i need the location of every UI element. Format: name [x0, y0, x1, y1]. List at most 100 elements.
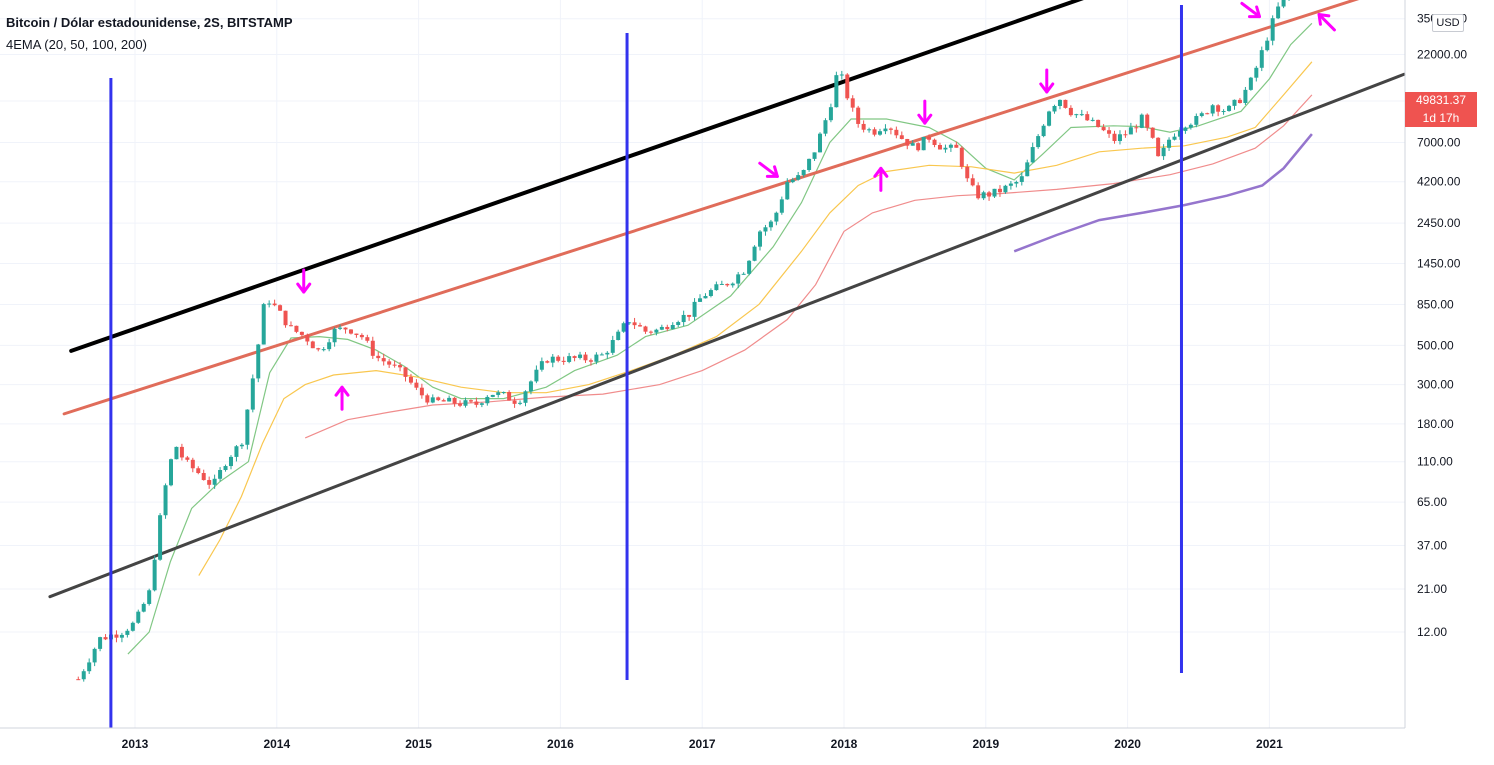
candle-up [158, 513, 163, 561]
indicator-legend[interactable]: 4EMA (20, 50, 100, 200) [6, 37, 147, 52]
candle-down [507, 390, 512, 401]
candle-body [376, 355, 381, 359]
candle-body [414, 382, 419, 388]
candle-up [1254, 65, 1259, 82]
candle-body [828, 107, 833, 121]
candle-body [392, 364, 397, 366]
x-tick-label: 2021 [1256, 737, 1283, 751]
arrow-head [917, 113, 933, 125]
candle-down [850, 95, 855, 112]
candle-up [321, 346, 326, 352]
candle-body [1199, 113, 1204, 117]
candle-body [441, 400, 446, 402]
candle-body [245, 409, 250, 445]
candle-down [114, 630, 119, 643]
candle-up [774, 211, 779, 226]
candle-up [758, 230, 763, 251]
candle-body [496, 392, 501, 395]
candle-body [632, 322, 637, 326]
arrow-head [873, 166, 889, 178]
candle-up [752, 245, 757, 262]
candle-up [1199, 111, 1204, 118]
candle-down [588, 358, 593, 366]
candle-up [818, 132, 823, 153]
candle-body [430, 397, 435, 403]
candle-up [785, 178, 790, 200]
candle-up [1172, 133, 1177, 141]
candle-up [163, 483, 168, 519]
candle-body [125, 630, 130, 635]
candle-body [965, 166, 970, 179]
y-tick-label: 65.00 [1417, 495, 1447, 509]
candle-body [850, 98, 855, 108]
candle-body [594, 354, 599, 362]
candle-up [812, 152, 817, 161]
candle-down [1134, 124, 1139, 133]
candle-down [1150, 127, 1155, 139]
candle-body [834, 75, 839, 108]
candle-down [408, 373, 413, 385]
candle-down [458, 400, 463, 408]
candle-up [245, 409, 250, 450]
candle-up [877, 128, 882, 136]
candle-body [877, 131, 882, 135]
candle-up [463, 397, 468, 408]
candle-body [556, 356, 561, 361]
candle-down [1112, 130, 1117, 144]
candle-body [1063, 99, 1068, 108]
candle-body [867, 129, 872, 131]
arrow-marker [334, 385, 350, 411]
candle-body [338, 327, 343, 329]
candle-body [539, 361, 544, 370]
candle-body [468, 400, 473, 402]
candle-body [659, 326, 664, 330]
candle-up [1243, 86, 1248, 106]
candle-body [1281, 0, 1286, 7]
y-tick-label: 37.00 [1417, 538, 1447, 552]
candle-body [348, 329, 353, 334]
currency-badge[interactable]: USD [1432, 14, 1464, 32]
candle-body [528, 381, 533, 392]
candle-body [288, 325, 293, 327]
candle-down [643, 325, 648, 334]
candle-body [239, 444, 244, 447]
candle-body [1194, 116, 1199, 125]
candle-up [1248, 76, 1253, 91]
candle-up [534, 365, 539, 384]
candle-body [1237, 99, 1242, 104]
candle-up [223, 464, 228, 472]
candle-down [365, 334, 370, 343]
candle-down [1145, 113, 1150, 131]
candle-body [943, 147, 948, 150]
candle-body [185, 457, 190, 460]
candle-body [638, 325, 643, 327]
candle-up [654, 328, 659, 336]
candle-up [692, 298, 697, 321]
candle-up [1227, 104, 1232, 112]
candle-body [1090, 119, 1095, 121]
candle-up [485, 395, 490, 406]
y-tick-label: 21.00 [1417, 582, 1447, 596]
candle-down [468, 399, 473, 404]
candle-down [392, 360, 397, 368]
candle-body [1008, 183, 1013, 186]
candle-down [452, 397, 457, 407]
candle-down [185, 455, 190, 462]
candle-down [845, 73, 850, 101]
candle-up [1090, 117, 1095, 122]
candle-up [1074, 113, 1079, 118]
arrow-shaft [1317, 12, 1336, 32]
candle-up [801, 169, 806, 178]
candle-up [212, 474, 217, 489]
candle-up [1259, 46, 1264, 72]
candle-up [670, 322, 675, 330]
candle-up [1003, 184, 1008, 194]
candle-down [954, 141, 959, 148]
candle-up [943, 144, 948, 153]
candle-down [1107, 126, 1112, 138]
chart-title[interactable]: Bitcoin / Dólar estadounidense, 2S, BITS… [6, 15, 293, 30]
candle-down [872, 127, 877, 137]
candle-down [512, 397, 517, 408]
candle-body [872, 129, 877, 135]
